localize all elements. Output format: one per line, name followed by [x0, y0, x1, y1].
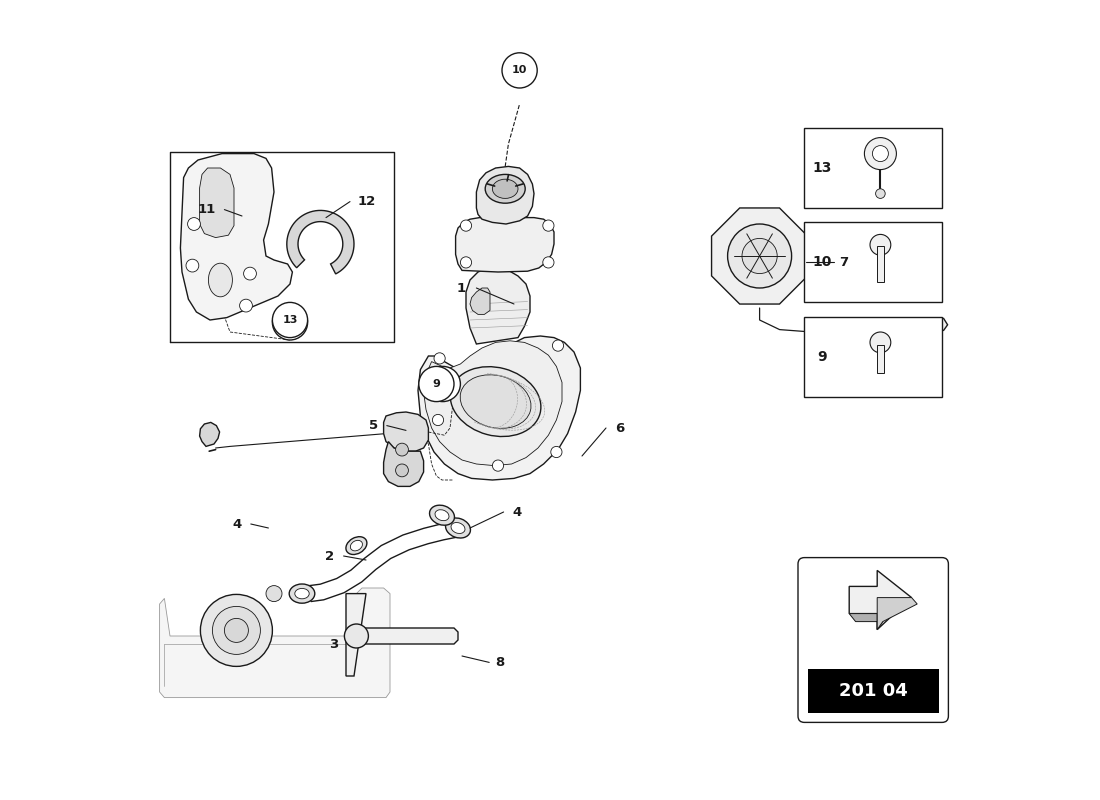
Circle shape — [870, 234, 891, 255]
Bar — [877, 345, 883, 373]
Ellipse shape — [351, 540, 362, 551]
Ellipse shape — [730, 227, 789, 285]
Text: 4: 4 — [233, 518, 242, 530]
Bar — [807, 669, 938, 713]
Polygon shape — [476, 166, 534, 224]
Bar — [804, 317, 942, 397]
Polygon shape — [877, 598, 917, 630]
Polygon shape — [418, 336, 581, 480]
Text: 1: 1 — [456, 282, 466, 294]
Circle shape — [493, 460, 504, 471]
Text: 10: 10 — [512, 66, 527, 75]
Text: 13: 13 — [283, 315, 298, 325]
Circle shape — [865, 138, 896, 170]
Text: 10: 10 — [812, 255, 832, 270]
Polygon shape — [384, 442, 424, 486]
Circle shape — [419, 366, 454, 402]
Polygon shape — [199, 422, 220, 446]
Polygon shape — [384, 412, 428, 451]
Ellipse shape — [289, 584, 315, 603]
Text: 2: 2 — [324, 550, 334, 562]
Bar — [804, 222, 942, 302]
Polygon shape — [849, 570, 912, 630]
Circle shape — [551, 446, 562, 458]
Ellipse shape — [460, 375, 531, 428]
Circle shape — [243, 267, 256, 280]
Circle shape — [344, 624, 369, 648]
Polygon shape — [712, 208, 807, 304]
Circle shape — [872, 146, 889, 162]
Text: 5: 5 — [368, 419, 378, 432]
Circle shape — [396, 443, 408, 456]
Circle shape — [542, 220, 554, 231]
Text: 9: 9 — [817, 350, 827, 364]
Circle shape — [552, 340, 563, 351]
Polygon shape — [814, 318, 947, 330]
Ellipse shape — [295, 589, 309, 598]
Ellipse shape — [429, 505, 454, 526]
Ellipse shape — [450, 366, 541, 437]
Text: 9: 9 — [432, 379, 440, 389]
Ellipse shape — [446, 518, 471, 538]
Text: 12: 12 — [358, 195, 376, 208]
Polygon shape — [160, 588, 390, 698]
Polygon shape — [424, 341, 562, 466]
Circle shape — [266, 586, 282, 602]
Circle shape — [542, 257, 554, 268]
Circle shape — [727, 224, 792, 288]
Text: 201 04: 201 04 — [839, 682, 908, 700]
Bar — [877, 246, 883, 282]
Text: 3: 3 — [329, 638, 339, 650]
Text: 13: 13 — [283, 318, 298, 327]
Text: 4: 4 — [513, 506, 521, 518]
Circle shape — [240, 299, 252, 312]
Ellipse shape — [208, 263, 232, 297]
Circle shape — [870, 332, 891, 353]
Circle shape — [396, 464, 408, 477]
Circle shape — [432, 414, 443, 426]
Text: 11: 11 — [197, 203, 216, 216]
Circle shape — [502, 53, 537, 88]
Ellipse shape — [345, 537, 367, 554]
Circle shape — [273, 305, 308, 340]
Circle shape — [461, 257, 472, 268]
Polygon shape — [180, 154, 293, 320]
Polygon shape — [849, 614, 883, 630]
Text: 6: 6 — [616, 422, 625, 434]
Circle shape — [426, 366, 461, 402]
Circle shape — [434, 353, 446, 364]
Circle shape — [273, 302, 308, 338]
Polygon shape — [287, 210, 354, 274]
Circle shape — [876, 189, 886, 198]
Text: 9: 9 — [439, 379, 447, 389]
Circle shape — [188, 218, 200, 230]
Circle shape — [461, 220, 472, 231]
Text: 7: 7 — [839, 256, 849, 269]
Polygon shape — [346, 594, 366, 676]
Polygon shape — [470, 288, 490, 314]
Circle shape — [742, 238, 778, 274]
FancyBboxPatch shape — [798, 558, 948, 722]
Polygon shape — [199, 168, 234, 238]
Polygon shape — [455, 218, 554, 272]
Polygon shape — [466, 268, 530, 344]
Polygon shape — [356, 628, 458, 644]
Circle shape — [212, 606, 261, 654]
Bar — [804, 128, 942, 208]
Text: 8: 8 — [496, 656, 505, 669]
Ellipse shape — [493, 179, 518, 198]
Ellipse shape — [434, 510, 449, 521]
Circle shape — [200, 594, 273, 666]
Circle shape — [186, 259, 199, 272]
Text: 13: 13 — [812, 161, 832, 175]
Ellipse shape — [451, 522, 465, 534]
Ellipse shape — [485, 174, 525, 203]
Circle shape — [224, 618, 249, 642]
